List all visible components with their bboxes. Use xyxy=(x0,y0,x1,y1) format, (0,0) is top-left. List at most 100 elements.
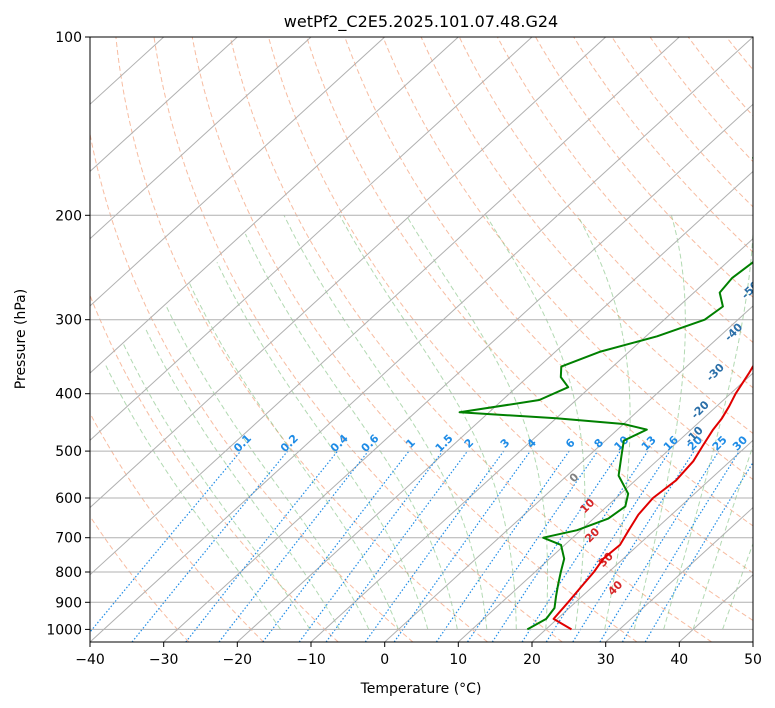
dry-adiabat-line xyxy=(382,37,753,481)
isotherm-line xyxy=(531,439,753,642)
y-tick-label: 800 xyxy=(55,565,82,581)
mixing-ratio-label: 8 xyxy=(592,436,607,451)
sounding-profiles xyxy=(458,156,753,631)
x-tick-label: 40 xyxy=(670,652,688,668)
x-tick-label: −40 xyxy=(75,652,105,668)
dry-adiabat-label: -50 xyxy=(739,278,762,301)
moist-adiabat-label: 10 xyxy=(577,496,597,516)
mixing-ratio-line xyxy=(185,450,339,642)
moist-adiabat-label: 40 xyxy=(605,578,625,598)
isotherm-line xyxy=(457,372,753,642)
mixing-ratio-line xyxy=(521,450,649,642)
mixing-ratio-line xyxy=(262,450,410,642)
isotherm-line xyxy=(90,37,533,442)
isotherm-line xyxy=(163,103,753,642)
x-axis-ticks: −40 −30 −20 −10 0 10 20 30 40 50 xyxy=(75,642,762,668)
moist-adiabat-line xyxy=(633,215,686,630)
isotherm-line xyxy=(90,37,459,374)
isotherm-line xyxy=(384,305,753,642)
x-tick-label: 50 xyxy=(744,652,762,668)
mixing-ratio-label: 25 xyxy=(710,433,730,453)
y-tick-label: 100 xyxy=(55,30,82,46)
x-tick-label: −30 xyxy=(149,652,179,668)
dry-adiabat-line xyxy=(458,37,753,389)
dry-adiabat-label: -20 xyxy=(689,398,712,421)
mixing-ratio-label: 6 xyxy=(563,436,578,451)
dry-adiabat-line xyxy=(306,37,753,574)
mixing-ratio-line xyxy=(545,450,671,642)
isotherm-line xyxy=(236,170,753,642)
y-tick-label: 700 xyxy=(55,531,82,547)
isotherm-line xyxy=(90,37,238,173)
dry-adiabat-line xyxy=(765,37,775,642)
dry-adiabat-label: -60 xyxy=(756,232,775,255)
moist-adiabat-line xyxy=(216,262,429,630)
mixing-ratio-label: 1 xyxy=(403,436,418,451)
x-tick-label: 30 xyxy=(597,652,615,668)
dry-adiabat-line xyxy=(344,37,753,527)
pressure-gridlines xyxy=(90,37,753,630)
moist-adiabat-line xyxy=(144,327,340,630)
moist-adiabat-line xyxy=(405,215,549,630)
dry-adiabat-line xyxy=(90,293,339,642)
x-tick-label: 10 xyxy=(449,652,467,668)
dry-adiabat-line xyxy=(496,37,753,344)
isotherm-line xyxy=(90,37,312,240)
y-tick-label: 500 xyxy=(55,444,82,460)
y-tick-label: 1000 xyxy=(46,622,82,638)
mixing-ratio-line xyxy=(572,450,695,642)
mixing-ratio-label: 16 xyxy=(661,433,681,453)
mixing-ratio-line xyxy=(90,450,242,634)
dry-adiabat-line xyxy=(649,37,753,163)
moist-adiabat-line xyxy=(104,362,281,630)
isotherm-line xyxy=(605,506,753,642)
moist-adiabat-line xyxy=(283,215,488,630)
moist-adiabat-line xyxy=(165,306,370,630)
isotherm-line xyxy=(752,641,753,642)
moist-adiabat-label: 0 xyxy=(567,470,582,485)
dry-adiabat-line xyxy=(191,37,638,642)
dry-adiabat-line xyxy=(229,37,712,642)
x-tick-label: 20 xyxy=(523,652,541,668)
x-tick-label: −20 xyxy=(223,652,253,668)
isotherm-line xyxy=(90,37,386,307)
x-tick-label: −10 xyxy=(296,652,326,668)
moist-adiabat-line xyxy=(123,343,311,630)
moist-adiabat-line xyxy=(244,233,458,630)
moist-adiabat-line xyxy=(577,215,631,630)
isotherm-line xyxy=(90,37,607,509)
mixing-ratio-line xyxy=(621,450,740,642)
dry-adiabat-line xyxy=(90,131,414,642)
mixing-ratio-label: 2 xyxy=(462,436,477,451)
mixing-ratio-line xyxy=(364,450,505,642)
mixing-ratio-line xyxy=(491,450,621,642)
plot-frame xyxy=(89,36,754,643)
dry-adiabat-line xyxy=(90,515,190,642)
temperature-profile-line xyxy=(552,364,753,631)
mixing-ratio-label: 3 xyxy=(498,436,513,451)
dry-adiabat-line xyxy=(535,37,753,298)
moist-adiabat-line xyxy=(339,215,517,630)
dry-adiabat-line xyxy=(268,37,753,622)
dry-adiabat-label: -30 xyxy=(704,361,727,384)
dry-adiabat-line xyxy=(115,37,488,642)
mixing-ratio-line xyxy=(218,450,369,642)
mixing-ratio-line xyxy=(298,450,444,642)
dewpoint-profile-line xyxy=(458,156,753,631)
dry-adiabat-labels: -100-90-80-70-60-50-40-30-20-10 xyxy=(683,232,775,447)
y-tick-label: 600 xyxy=(55,491,82,507)
moist-adiabat-label: 30 xyxy=(596,549,616,569)
mixing-ratio-line xyxy=(393,450,531,642)
y-tick-label: 300 xyxy=(55,313,82,329)
moist-adiabat-line xyxy=(188,282,399,630)
chart-title: wetPf2_C2E5.2025.101.07.48.G24 xyxy=(284,12,558,32)
mixing-ratio-label: 30 xyxy=(730,433,750,453)
x-tick-label: 0 xyxy=(380,652,389,668)
y-axis-ticks: 100 200 300 400 500 600 700 800 900 1000 xyxy=(46,30,90,638)
y-tick-label: 400 xyxy=(55,387,82,403)
background-lines xyxy=(90,37,775,642)
mixing-ratio-line xyxy=(435,450,570,642)
y-tick-label: 900 xyxy=(55,595,82,611)
